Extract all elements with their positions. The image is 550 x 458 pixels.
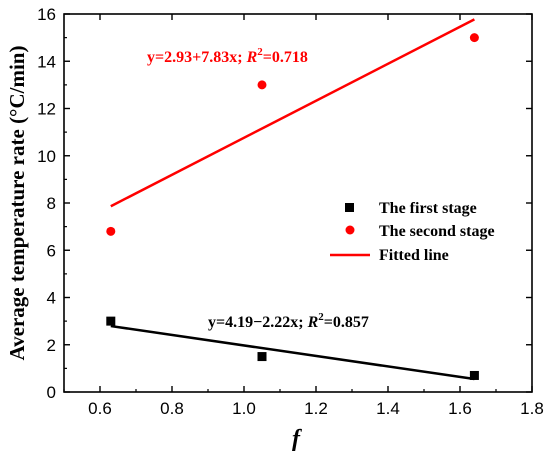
y-tick-label: 16 bbox=[37, 5, 56, 24]
legend: The first stage The second stage Fitted … bbox=[330, 200, 495, 264]
legend-label-first-stage: The first stage bbox=[379, 200, 477, 217]
r2-superscript: 2 bbox=[257, 46, 263, 58]
y-axis: 0 2 4 6 8 10 12 14 16 bbox=[37, 5, 532, 402]
legend-label-fitted-line: Fitted line bbox=[379, 247, 449, 264]
y-tick-label: 2 bbox=[47, 336, 56, 355]
data-point-first-stage bbox=[469, 370, 479, 380]
y-tick-label: 14 bbox=[37, 52, 56, 71]
data-point-second-stage bbox=[469, 33, 479, 43]
x-tick-label: 1.0 bbox=[232, 399, 256, 418]
x-axis-title: f bbox=[292, 426, 302, 452]
y-tick-label: 6 bbox=[47, 241, 56, 260]
y-tick-label: 4 bbox=[47, 289, 56, 308]
y-tick-label: 12 bbox=[37, 100, 56, 119]
fit-annotation-second-stage: y=2.93+7.83x; R2=0.718 bbox=[147, 46, 308, 66]
fit-lines bbox=[110, 18, 475, 381]
x-tick-label: 1.4 bbox=[376, 399, 400, 418]
data-point-first-stage bbox=[106, 316, 116, 326]
x-tick-label: 0.8 bbox=[160, 399, 184, 418]
y-tick-label: 0 bbox=[47, 383, 56, 402]
y-axis-title: Average temperature rate (°C/min) bbox=[5, 46, 29, 361]
fit-line-the-first-stage bbox=[110, 324, 475, 381]
r2-value: =0.857 bbox=[324, 314, 369, 331]
legend-label-second-stage: The second stage bbox=[379, 223, 495, 240]
fit-equation: y=2.93+7.83x; bbox=[147, 49, 247, 66]
r2-value: =0.718 bbox=[263, 49, 308, 66]
legend-marker-second-stage bbox=[345, 225, 355, 235]
y-tick-label: 10 bbox=[37, 147, 56, 166]
legend-marker-first-stage bbox=[345, 203, 354, 212]
fit-line-the-second-stage bbox=[110, 18, 475, 208]
data-point-first-stage bbox=[257, 352, 267, 362]
r2-symbol: R bbox=[307, 314, 319, 331]
r2-symbol: R bbox=[246, 49, 258, 66]
x-tick-label: 1.6 bbox=[448, 399, 472, 418]
y-tick-label: 8 bbox=[47, 194, 56, 213]
data-point-second-stage bbox=[106, 226, 116, 236]
fit-annotation-first-stage: y=4.19−2.22x; R2=0.857 bbox=[208, 311, 369, 331]
x-tick-label: 0.6 bbox=[88, 399, 112, 418]
data-points bbox=[106, 33, 479, 380]
r2-superscript: 2 bbox=[318, 311, 324, 323]
fit-equation: y=4.19−2.22x; bbox=[208, 314, 308, 331]
x-tick-label: 1.8 bbox=[520, 399, 544, 418]
x-tick-label: 1.2 bbox=[304, 399, 328, 418]
x-axis: 0.6 0.8 1.0 1.2 1.4 1.6 1.8 bbox=[63, 14, 544, 418]
data-point-second-stage bbox=[257, 80, 267, 90]
